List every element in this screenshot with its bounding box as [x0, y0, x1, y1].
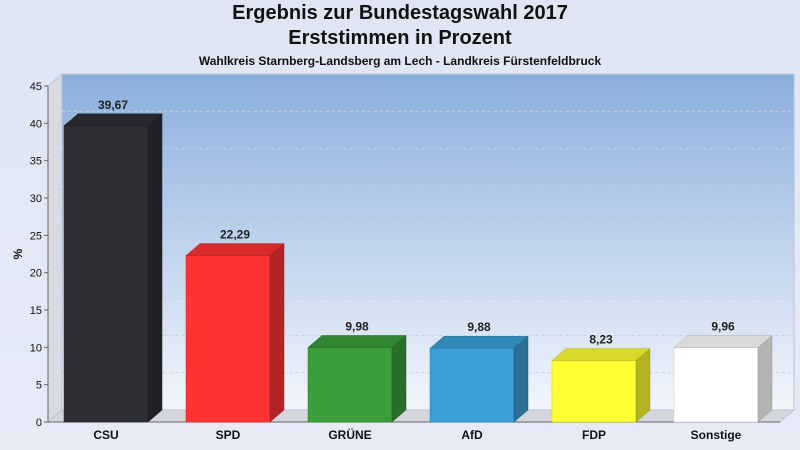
bar-front [185, 255, 271, 423]
bar-side [635, 348, 651, 423]
x-tick-label: CSU [93, 428, 118, 442]
plot-left-wall [47, 72, 63, 424]
chart-title-line2: Erststimmen in Prozent [288, 27, 512, 49]
value-label: 9,88 [467, 320, 491, 334]
bar-front [307, 347, 393, 423]
y-tick-label: 30 [30, 193, 42, 205]
y-tick-label: 15 [30, 305, 42, 317]
bar-top [429, 335, 529, 349]
value-label: 9,96 [711, 320, 735, 334]
bar-top [185, 243, 285, 256]
bar-side [269, 243, 285, 423]
gridline [47, 110, 794, 124]
bar-side [391, 334, 407, 423]
x-tick-label: FDP [582, 428, 606, 442]
y-tick-label: 25 [30, 230, 42, 242]
y-tick-label: 35 [30, 156, 42, 168]
y-tick-label: 10 [30, 342, 42, 354]
bar-front [551, 360, 637, 423]
bar-spd [185, 243, 285, 423]
gridline [47, 260, 794, 274]
x-tick-label: AfD [461, 428, 483, 442]
gridline [47, 185, 794, 199]
gridline [47, 73, 794, 87]
chart-subtitle: Wahlkreis Starnberg-Landsberg am Lech - … [198, 54, 602, 68]
value-label: 39,67 [98, 98, 128, 112]
bar-fdp [551, 348, 651, 423]
y-tick-label: 45 [30, 81, 42, 93]
bar-sonstige [673, 335, 773, 423]
value-label: 8,23 [589, 333, 613, 347]
y-tick-label: 40 [30, 118, 42, 130]
bar-side [147, 113, 163, 423]
bar-top [551, 348, 651, 361]
gridline [47, 334, 794, 348]
gridline [47, 372, 794, 386]
y-tick-label: 5 [36, 380, 42, 392]
x-tick-label: Sonstige [691, 428, 742, 442]
bar-front [673, 347, 759, 423]
bar-side [757, 335, 773, 423]
gridline [47, 297, 794, 311]
x-tick-label: GRÜNE [328, 427, 371, 442]
value-label: 9,98 [345, 319, 369, 333]
y-axis-label: % [11, 248, 25, 259]
bar-afd [429, 335, 529, 423]
bar-front [429, 347, 515, 423]
y-tick-label: 20 [30, 268, 42, 280]
bar-top [63, 113, 163, 127]
bar-top [673, 335, 773, 348]
bar-top [307, 335, 407, 348]
bar-front [63, 125, 149, 423]
value-label: 22,29 [220, 228, 250, 242]
gridline [47, 222, 794, 236]
gridline [47, 148, 794, 162]
y-tick-label: 0 [36, 417, 42, 429]
bar-csu [63, 113, 163, 423]
bar-grüne [307, 334, 407, 423]
x-tick-label: SPD [216, 428, 241, 442]
bar-side [513, 335, 529, 423]
chart-title: Ergebnis zur Bundestagswahl 2017 [232, 2, 568, 24]
